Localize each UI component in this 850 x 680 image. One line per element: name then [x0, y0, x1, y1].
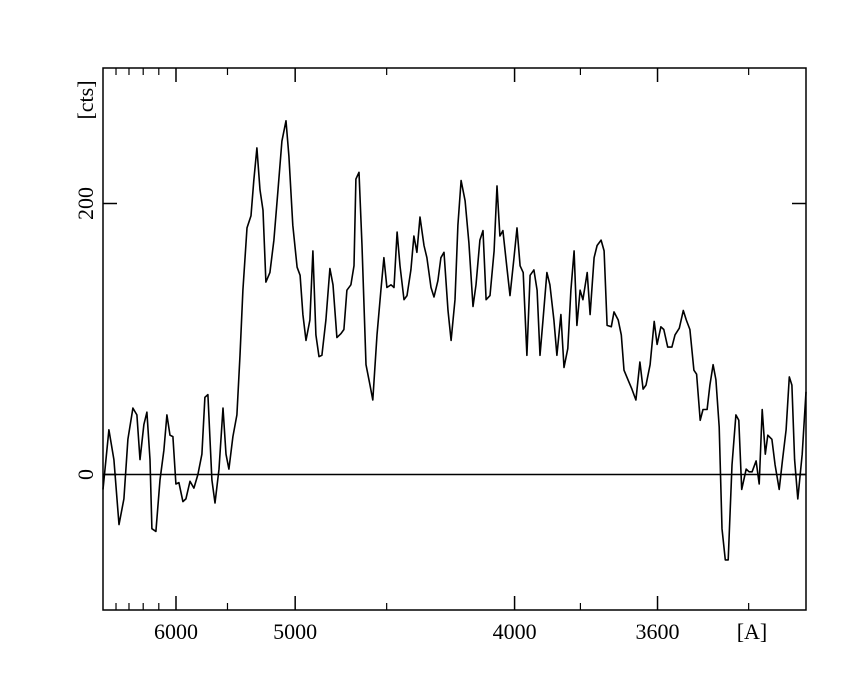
spectrum-line [102, 120, 807, 561]
plot-frame [102, 67, 807, 611]
y-tick-label: 200 [73, 187, 98, 220]
x-tick-label: 3600 [636, 619, 680, 644]
x-tick-label: 5000 [273, 619, 317, 644]
x-tick-label: 6000 [154, 619, 198, 644]
x-axis-label: [A] [737, 619, 768, 644]
y-tick-label: 0 [73, 469, 98, 480]
y-axis-label: [cts] [73, 80, 98, 119]
x-tick-label: 4000 [493, 619, 537, 644]
